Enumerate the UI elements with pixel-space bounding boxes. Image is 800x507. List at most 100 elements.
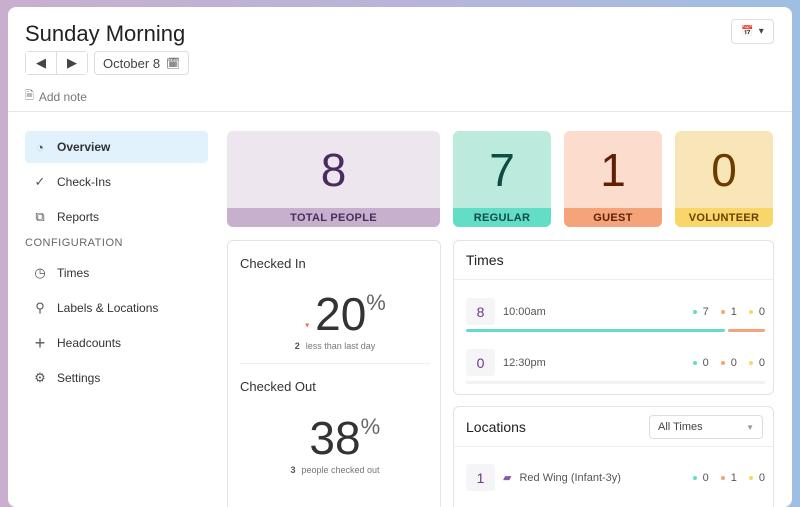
location-row[interactable]: 1 ▰ Red Wing (Infant-3y) 0 1 0 — [466, 464, 765, 491]
date-picker-button[interactable]: October 8 🗓 — [94, 51, 189, 75]
guest-count: 1 — [720, 472, 737, 484]
sidebar-item-label: Reports — [57, 210, 100, 224]
sidebar-item-labels-locations[interactable]: ⚲ Labels & Locations — [25, 292, 208, 324]
empty-progress-bar — [466, 381, 765, 384]
reports-copy-icon: ⧉ — [35, 209, 45, 224]
sidebar-item-reports[interactable]: ⧉ Reports — [25, 201, 208, 233]
checked-in-delta: 2 less than last day — [228, 341, 442, 351]
checked-out-stat: 38% 3 people checked out — [228, 411, 442, 475]
sidebar-item-check-ins[interactable]: ✓ Check-Ins — [25, 166, 208, 198]
stat-label: REGULAR — [453, 208, 551, 227]
stat-guest: 1 GUEST — [564, 131, 662, 227]
time-label: 10:00am — [503, 305, 546, 318]
time-breakdown: 7 1 0 — [692, 306, 765, 318]
stat-label: VOLUNTEER — [675, 208, 773, 227]
note-icon: 🗎 — [25, 90, 34, 102]
caret-down-icon: ▼ — [746, 422, 754, 432]
time-filter-select[interactable]: All Times ▼ — [649, 415, 763, 439]
calendar-icon: 📅 — [741, 26, 754, 37]
stat-value: 0 — [711, 143, 737, 196]
plus-icon: + — [34, 332, 46, 353]
folder-icon: ▰ — [503, 472, 512, 484]
calendar-icon: 🗓 — [166, 57, 181, 70]
sidebar: ◔ Overview ✓ Check-Ins ⧉ Reports CONFIGURAT… — [25, 131, 208, 397]
guest-count: 0 — [720, 357, 737, 369]
times-title: Times — [466, 252, 504, 268]
sidebar-item-label: Settings — [57, 371, 101, 385]
page-title: Sunday Morning — [25, 21, 186, 46]
time-breakdown: 0 0 0 — [692, 357, 765, 369]
stat-regular: 7 REGULAR — [453, 131, 551, 227]
next-day-button[interactable]: ▶ — [57, 52, 87, 74]
stat-value: 8 — [320, 143, 347, 196]
sidebar-item-times[interactable]: ◷ Times — [25, 257, 208, 289]
divider — [454, 446, 773, 447]
checkmark-icon: ✓ — [34, 174, 46, 189]
time-label: 12:30pm — [503, 356, 546, 369]
regular-count: 7 — [692, 306, 709, 318]
sidebar-item-headcounts[interactable]: + Headcounts — [25, 327, 208, 359]
location-pin-icon: ⚲ — [35, 300, 45, 315]
guest-count: 1 — [720, 306, 737, 318]
regular-count: 0 — [692, 472, 709, 484]
volunteer-count: 0 — [748, 472, 765, 484]
calendar-menu-button[interactable]: 📅 ▾ — [731, 19, 774, 44]
caret-down-icon: ▾ — [758, 26, 764, 37]
regular-count: 0 — [692, 357, 709, 369]
stat-label: TOTAL PEOPLE — [227, 208, 440, 227]
stat-total-people: 8 TOTAL PEOPLE — [227, 131, 440, 227]
sidebar-item-label: Overview — [57, 140, 111, 154]
sidebar-item-label: Check-Ins — [57, 175, 112, 189]
time-total: 0 — [466, 349, 495, 376]
clock-icon: ◷ — [34, 265, 46, 280]
divider — [8, 111, 792, 112]
checked-in-stat: ▼ 20% 2 less than last day — [228, 287, 442, 351]
down-arrow-icon: ▼ — [303, 322, 311, 330]
delta-text: less than last day — [305, 341, 376, 351]
location-breakdown: 0 1 0 — [692, 472, 765, 484]
percent-unit: % — [360, 414, 381, 439]
gear-icon: ⚙ — [34, 370, 46, 385]
divider — [240, 363, 430, 364]
divider — [454, 279, 773, 280]
add-note-label: Add note — [38, 89, 87, 104]
add-note-link[interactable]: 🗎 Add note — [25, 87, 87, 106]
locations-title: Locations — [466, 419, 526, 435]
stat-label: GUEST — [564, 208, 662, 227]
checked-in-title: Checked In — [240, 256, 306, 271]
checked-out-count: 3 people checked out — [228, 465, 442, 475]
sidebar-item-label: Labels & Locations — [57, 301, 159, 315]
delta-count: 2 — [294, 341, 300, 351]
date-label: October 8 — [102, 55, 161, 71]
filter-value: All Times — [658, 421, 703, 433]
volunteer-count: 0 — [748, 357, 765, 369]
app-window: Sunday Morning 📅 ▾ ◀ ▶ October 8 🗓 🗎 Add no… — [8, 7, 792, 507]
section-heading: CONFIGURATION — [25, 237, 123, 249]
time-total: 8 — [466, 298, 495, 325]
count: 3 — [290, 465, 296, 475]
overview-chart-icon: ◔ — [36, 139, 44, 155]
sidebar-item-overview[interactable]: ◔ Overview — [25, 131, 208, 163]
time-row[interactable]: 0 12:30pm 0 0 0 — [466, 349, 765, 376]
locations-card: Locations All Times ▼ 1 ▰ Red Wing (Infan… — [453, 406, 774, 507]
sidebar-item-label: Times — [57, 266, 90, 280]
checked-in-value: 20% — [315, 288, 386, 340]
location-total: 1 — [466, 464, 495, 491]
stat-value: 7 — [489, 143, 515, 196]
previous-day-button[interactable]: ◀ — [26, 52, 57, 74]
count-text: people checked out — [301, 465, 380, 475]
percent-value: 38 — [309, 412, 361, 464]
stat-value: 1 — [600, 143, 626, 196]
times-card: Times 8 10:00am 7 1 0 0 12:30pm 0 0 0 — [453, 240, 774, 395]
checked-out-value: 38% — [309, 412, 380, 464]
location-name: Red Wing (Infant-3y) — [519, 471, 621, 484]
percent-value: 20 — [315, 288, 367, 340]
time-row[interactable]: 8 10:00am 7 1 0 — [466, 298, 765, 325]
regular-progress-bar — [466, 329, 725, 332]
checked-card: Checked In ▼ 20% 2 less than last day Che… — [227, 240, 441, 507]
stat-volunteer: 0 VOLUNTEER — [675, 131, 773, 227]
checked-out-title: Checked Out — [240, 379, 316, 394]
sidebar-item-settings[interactable]: ⚙ Settings — [25, 362, 208, 394]
guest-progress-bar — [728, 329, 765, 332]
date-navigation: ◀ ▶ — [25, 51, 88, 75]
